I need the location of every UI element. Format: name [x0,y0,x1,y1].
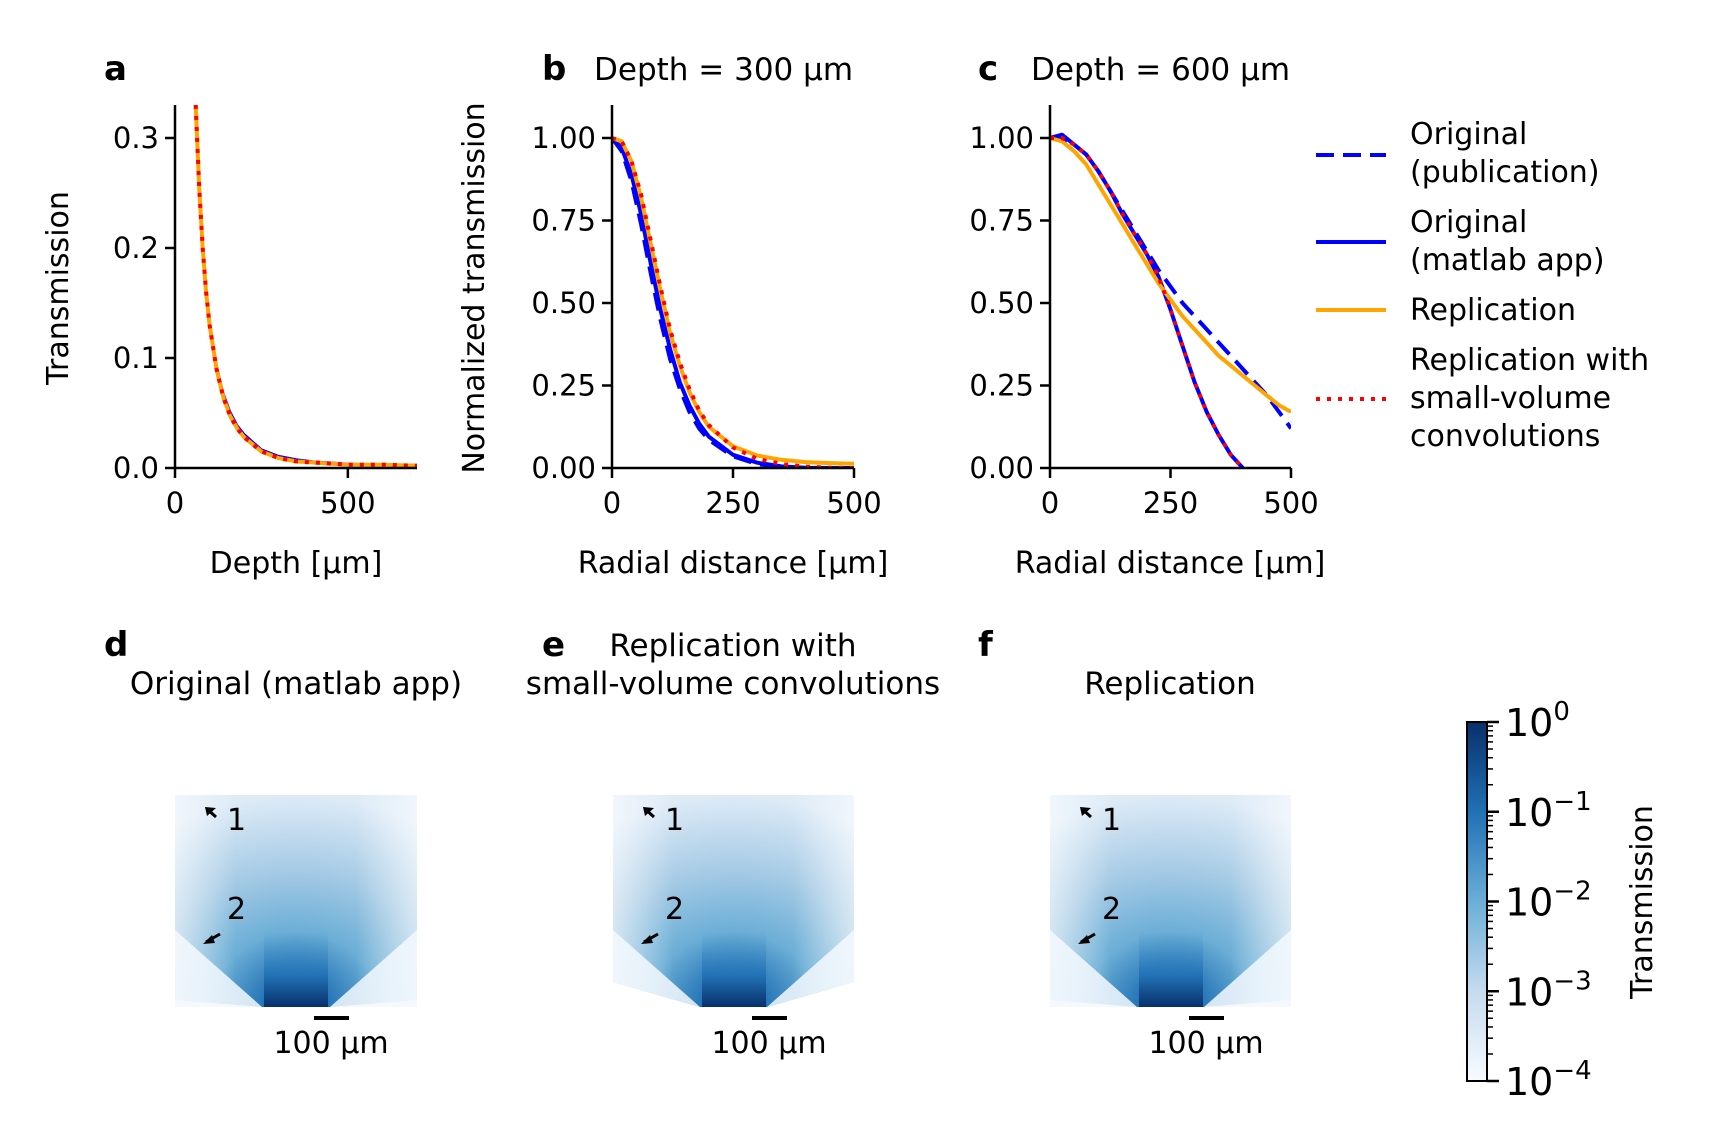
panel-label-d: d [104,625,128,665]
panel-label-f: f [978,625,994,665]
title-c: Depth = 600 µm [1031,52,1290,88]
x-tick-label: 500 [320,486,375,520]
panel-b: b Depth = 300 µm 0 250 500 0.00 0.25 0.50 0.75… [457,49,888,581]
colorbar-tick-label: 10−4 [1505,1056,1592,1104]
x-tick-label: 500 [826,486,881,520]
arrow-1-f [1080,807,1092,819]
arrow-2-e [641,932,659,944]
plot-a: 0 500 0.0 0.1 0.2 0.3 [113,105,417,520]
y-tick-label: 0.00 [969,451,1034,485]
series-group [193,105,417,468]
legend-label-replication-small-volume-line3: convolutions [1410,419,1600,454]
heatmap-e [613,795,854,1007]
y-tick-label: 0.50 [531,286,596,320]
panel-label-e: e [542,625,565,665]
series-line-original-matlab-app [1050,132,1245,468]
colorbar-ticks: 100 10−1 10−2 10−3 10−4 [1487,697,1592,1104]
colorbar-tick-label: 10−1 [1505,787,1592,835]
title-e-line2: small-volume convolutions [526,666,940,702]
title-b: Depth = 300 µm [594,52,853,88]
panel-a: a 0 500 0.0 0.1 0.2 0.3 Depth [µm] Transmissi… [41,49,417,581]
y-tick-label: 0.00 [531,451,596,485]
arrow-2-label-e: 2 [665,892,684,927]
arrow-2-label-d: 2 [227,892,246,927]
panel-label-b: b [542,49,566,89]
panel-label-c: c [978,49,998,89]
series-line-replication [193,105,417,468]
y-tick-label: 1.00 [969,121,1034,155]
panel-d: d Original (matlab app) 1 2 100 µm [104,625,462,1061]
y-tick-label: 0.1 [113,341,159,375]
y-tick-label: 0.2 [113,231,159,265]
x-tick-label: 500 [1263,486,1318,520]
arrow-1-e [643,807,655,819]
y-tick-label: 0.50 [969,286,1034,320]
series-line-original-matlab-app [194,105,417,466]
scalebar-label-d: 100 µm [273,1026,388,1061]
colorbar: 100 10−1 10−2 10−3 10−4 Transmission [1466,697,1660,1104]
legend-label-original-publication-line1: Original [1410,117,1527,152]
x-tick-label: 0 [603,486,621,520]
xlabel-b: Radial distance [µm] [578,546,889,581]
y-tick-label: 1.00 [531,121,596,155]
ylabel-b: Normalized transmission [457,102,492,473]
series-group [1050,132,1291,468]
scalebar-label-f: 100 µm [1148,1026,1263,1061]
y-tick-label: 0.25 [531,369,596,403]
xlabel-c: Radial distance [µm] [1015,546,1326,581]
title-f: Replication [1084,666,1256,702]
legend-label-replication: Replication [1410,293,1576,328]
series-line-original-matlab-app [612,136,854,468]
legend-label-replication-small-volume-line1: Replication with [1410,343,1649,378]
y-tick-label: 0.0 [113,451,159,485]
heatmap-f [1050,795,1291,1007]
arrow-2-d [203,932,221,944]
series-line-replication-with-small-volume-convolutions [1050,136,1245,468]
legend: Original (publication) Original (matlab … [1316,117,1649,454]
plot-b: 0 250 500 0.00 0.25 0.50 0.75 1.00 [531,105,882,520]
arrow-2-label-f: 2 [1102,892,1121,927]
arrow-1-label-f: 1 [1102,803,1121,838]
title-d: Original (matlab app) [130,666,462,702]
panel-label-a: a [104,49,127,89]
legend-label-replication-small-volume-line2: small-volume [1410,381,1611,416]
y-tick-label: 0.3 [113,121,159,155]
x-tick-label: 0 [1041,486,1059,520]
series-group [612,136,854,468]
series-line-replication-with-small-volume-convolutions [193,105,417,468]
x-tick-label: 250 [1143,486,1198,520]
ylabel-a: Transmission [41,191,76,386]
colorbar-label: Transmission [1625,805,1660,1000]
series-line-original-publication [612,136,854,468]
arrow-1-label-d: 1 [227,803,246,838]
series-line-replication [1050,136,1291,414]
colorbar-tick-label: 10−2 [1505,877,1592,925]
legend-label-original-matlab-line1: Original [1410,205,1527,240]
series-line-replication [612,136,854,466]
colorbar-tick-label: 10−3 [1505,966,1592,1014]
y-tick-label: 0.25 [969,369,1034,403]
colorbar-tick-label: 100 [1505,697,1570,745]
arrow-1-label-e: 1 [665,803,684,838]
arrow-1-d [205,807,217,819]
series-line-original-publication [1050,136,1291,430]
x-tick-label: 0 [166,486,184,520]
xlabel-a: Depth [µm] [210,546,383,581]
x-tick-label: 250 [705,486,760,520]
title-e-line1: Replication with [609,628,856,664]
y-tick-label: 0.75 [531,204,596,238]
colorbar-gradient [1466,721,1488,1082]
scalebar-label-e: 100 µm [711,1026,826,1061]
panel-c: c Depth = 600 µm 0 250 500 0.00 0.25 0.50 0.75… [969,49,1325,581]
y-tick-label: 0.75 [969,204,1034,238]
panel-f: f Replication 1 2 100 µm [978,625,1291,1061]
heatmap-d [175,795,417,1007]
plot-c: 0 250 500 0.00 0.25 0.50 0.75 1.00 [969,105,1319,520]
arrow-2-f [1078,932,1096,944]
legend-label-original-publication-line2: (publication) [1410,155,1600,190]
panel-e: e Replication with small-volume convolut… [526,625,940,1061]
legend-label-original-matlab-line2: (matlab app) [1410,243,1605,278]
series-line-replication-with-small-volume-convolutions [612,136,854,468]
